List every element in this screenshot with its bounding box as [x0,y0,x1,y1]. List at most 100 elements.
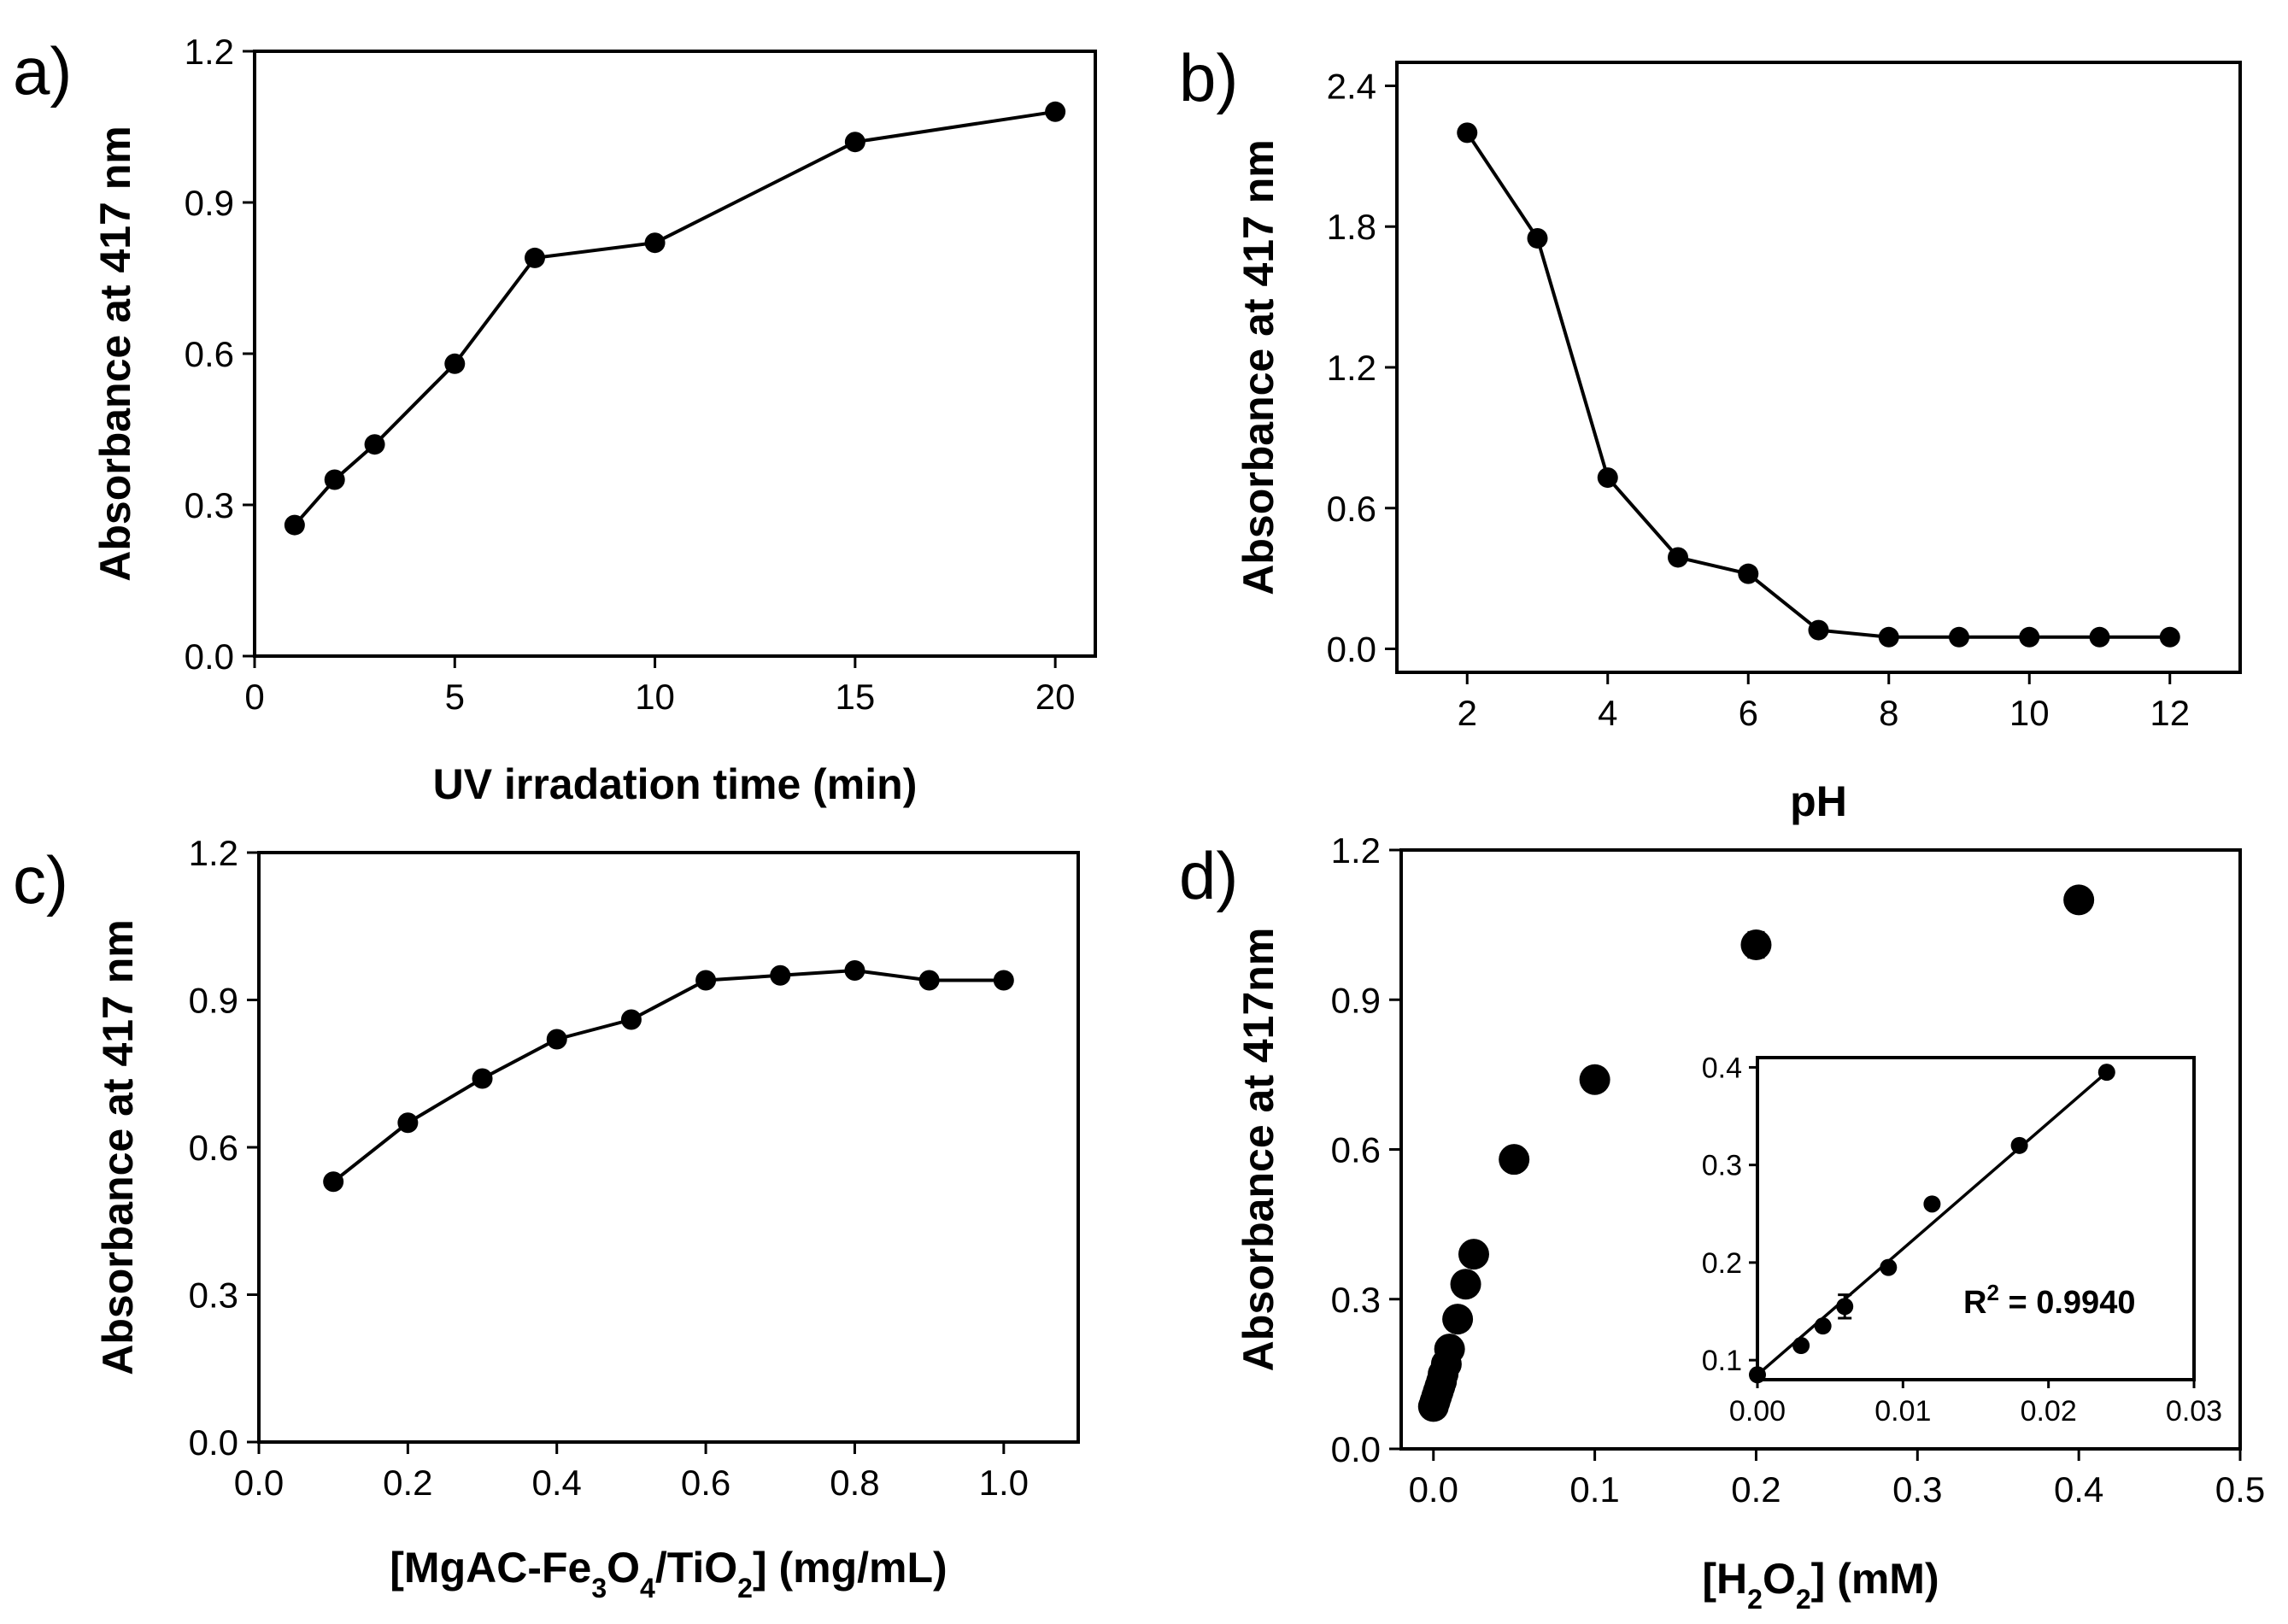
data-point-b [1457,122,1478,144]
inset-data-point [1880,1258,1898,1276]
panel-c-y-tick-label: 1.2 [189,833,238,873]
x-axis-title-b: pH [1790,777,1847,825]
panel-c-x-tick-label: 0.2 [383,1463,432,1503]
inset-y-tick-label: 0.3 [1702,1150,1742,1182]
inset-y-tick-label: 0.2 [1702,1247,1742,1280]
y-axis-title-b: Absorbance at 417 nm [1235,139,1282,595]
panel-b-y-tick-label: 1.8 [1327,207,1376,247]
data-point-b [1738,563,1759,584]
series-line-b [1465,132,2170,639]
panel-a-y-tick-label: 0.3 [185,485,234,525]
data-point-d [1579,1064,1610,1095]
inset-data-point [1836,1298,1854,1316]
data-point-c [546,1029,567,1050]
panel-c-x-tick-label: 0.4 [532,1463,582,1503]
panel-a-y-tick-label: 0.0 [185,636,234,677]
x-axis-title-a: UV irradation time (min) [433,760,918,808]
panel-b-y-tick-label: 2.4 [1327,66,1376,106]
panel-c-x-tick-label: 0.8 [830,1463,879,1503]
panel-d-x-tick-label: 0.0 [1409,1469,1458,1510]
panel-c-y-tick-label: 0.9 [189,981,238,1021]
data-point-d [1434,1334,1465,1365]
panel-b-y-tick-label: 1.2 [1327,348,1376,388]
panel-b-x-tick-label: 8 [1879,693,1898,733]
data-point-d [1450,1269,1481,1300]
panel-c-x-tick-label: 0.0 [234,1463,284,1503]
panel-a-x-tick-label: 0 [244,677,264,717]
panel-c-x-tick-label: 0.6 [681,1463,730,1503]
inset-data-point [1923,1195,1941,1213]
data-point-a [644,232,666,254]
panel-d-x-tick-label: 0.3 [1892,1469,1942,1510]
data-point-c [397,1112,419,1134]
x-axis-title-d: [H2O2] (mM) [1702,1555,1939,1615]
data-point-c [323,1171,344,1193]
panel-c-plot-frame [257,851,1080,1444]
inset-x-tick-label: 0.02 [2021,1395,2077,1428]
data-point-c [472,1068,493,1089]
data-point-d [1442,1304,1474,1335]
panel-a-x-tick-label: 5 [445,677,465,717]
panel-d-y-tick-label: 0.0 [1331,1429,1381,1469]
data-point-c [620,1009,642,1030]
panel-a-x-tick-label: 15 [835,677,875,717]
data-point-b [2019,626,2040,648]
panel-label-c: c) [13,842,68,918]
panel-label-b: b) [1179,40,1238,115]
data-point-a [1045,101,1066,122]
data-point-d [2063,884,2095,916]
data-point-a [444,353,466,374]
data-point-c [770,964,791,986]
panel-b-plot-frame [1395,61,2242,674]
panel-a: a) 0 5 10 15 20 0.0 0.3 0.6 0.9 1.2 UV irradation t… [13,32,1097,808]
panel-a-x-tick-label: 20 [1035,677,1076,717]
inset-data-point [2097,1064,2115,1082]
panel-c: c) 0.0 0.2 0.4 0.6 0.8 1.0 0.0 0.3 0.6 0.9 1.2 [MgAC… [13,833,1080,1603]
panel-c-y-tick-label: 0.0 [189,1422,238,1463]
panel-c-y-tick-label: 0.3 [189,1275,238,1316]
panel-c-y-tick-label: 0.6 [189,1128,238,1168]
y-axis-title-d: Absorbance at 417nm [1235,928,1282,1372]
inset-data-point [1749,1366,1766,1384]
panel-c-x-tick-label: 1.0 [979,1463,1029,1503]
panel-d-y-tick-label: 0.6 [1331,1130,1381,1170]
inset-x-tick-label: 0.01 [1874,1395,1931,1428]
data-point-b [1597,467,1618,489]
data-point-a [844,132,865,153]
data-point-a [284,514,305,536]
data-point-b [1668,547,1688,568]
panel-d-y-tick-label: 0.3 [1331,1280,1381,1320]
inset-plot-frame [1756,1056,2196,1381]
data-point-a [324,469,345,490]
data-point-b [1808,619,1829,641]
inset-data-point [1814,1317,1832,1335]
panel-d-x-tick-label: 0.2 [1731,1469,1781,1510]
inset-data-point [2010,1136,2028,1154]
data-point-c [844,960,865,981]
data-point-b [1878,626,1899,648]
data-point-c [993,970,1014,991]
panel-b-x-tick-label: 2 [1458,693,1477,733]
data-point-a [364,434,385,455]
data-point-b [1527,227,1548,249]
series-line-a [293,109,1056,526]
panel-b-x-tick-label: 10 [2009,693,2050,733]
panel-b: b) 2 4 6 8 10 12 0.0 0.6 1.2 1.8 2.4 pH Absorbance at… [1179,40,2242,825]
x-axis-title-c: [MgAC-Fe3O4/TiO2] (mg/mL) [390,1544,947,1603]
panel-d: d) 0.0 0.1 0.2 0.3 0.4 0.5 0.0 0.3 0.6 0.9 1.2 [H2O2… [1179,830,2265,1615]
panel-b-x-tick-label: 6 [1739,693,1758,733]
panel-label-a: a) [13,33,72,108]
panel-b-x-tick-label: 4 [1598,693,1617,733]
y-axis-title-c: Absorbance at 417 nm [94,919,142,1375]
inset-x-tick-label: 0.03 [2166,1395,2222,1428]
data-point-d [1458,1239,1489,1270]
panel-d-y-tick-label: 0.9 [1331,980,1381,1020]
panel-d-x-tick-label: 0.1 [1569,1469,1619,1510]
panel-a-y-tick-label: 1.2 [185,32,234,72]
data-point-d [1499,1144,1530,1175]
panel-b-y-tick-label: 0.0 [1327,630,1376,670]
panel-a-y-tick-label: 0.9 [185,183,234,223]
panel-a-plot-frame [253,50,1097,658]
data-point-d [1740,929,1772,960]
